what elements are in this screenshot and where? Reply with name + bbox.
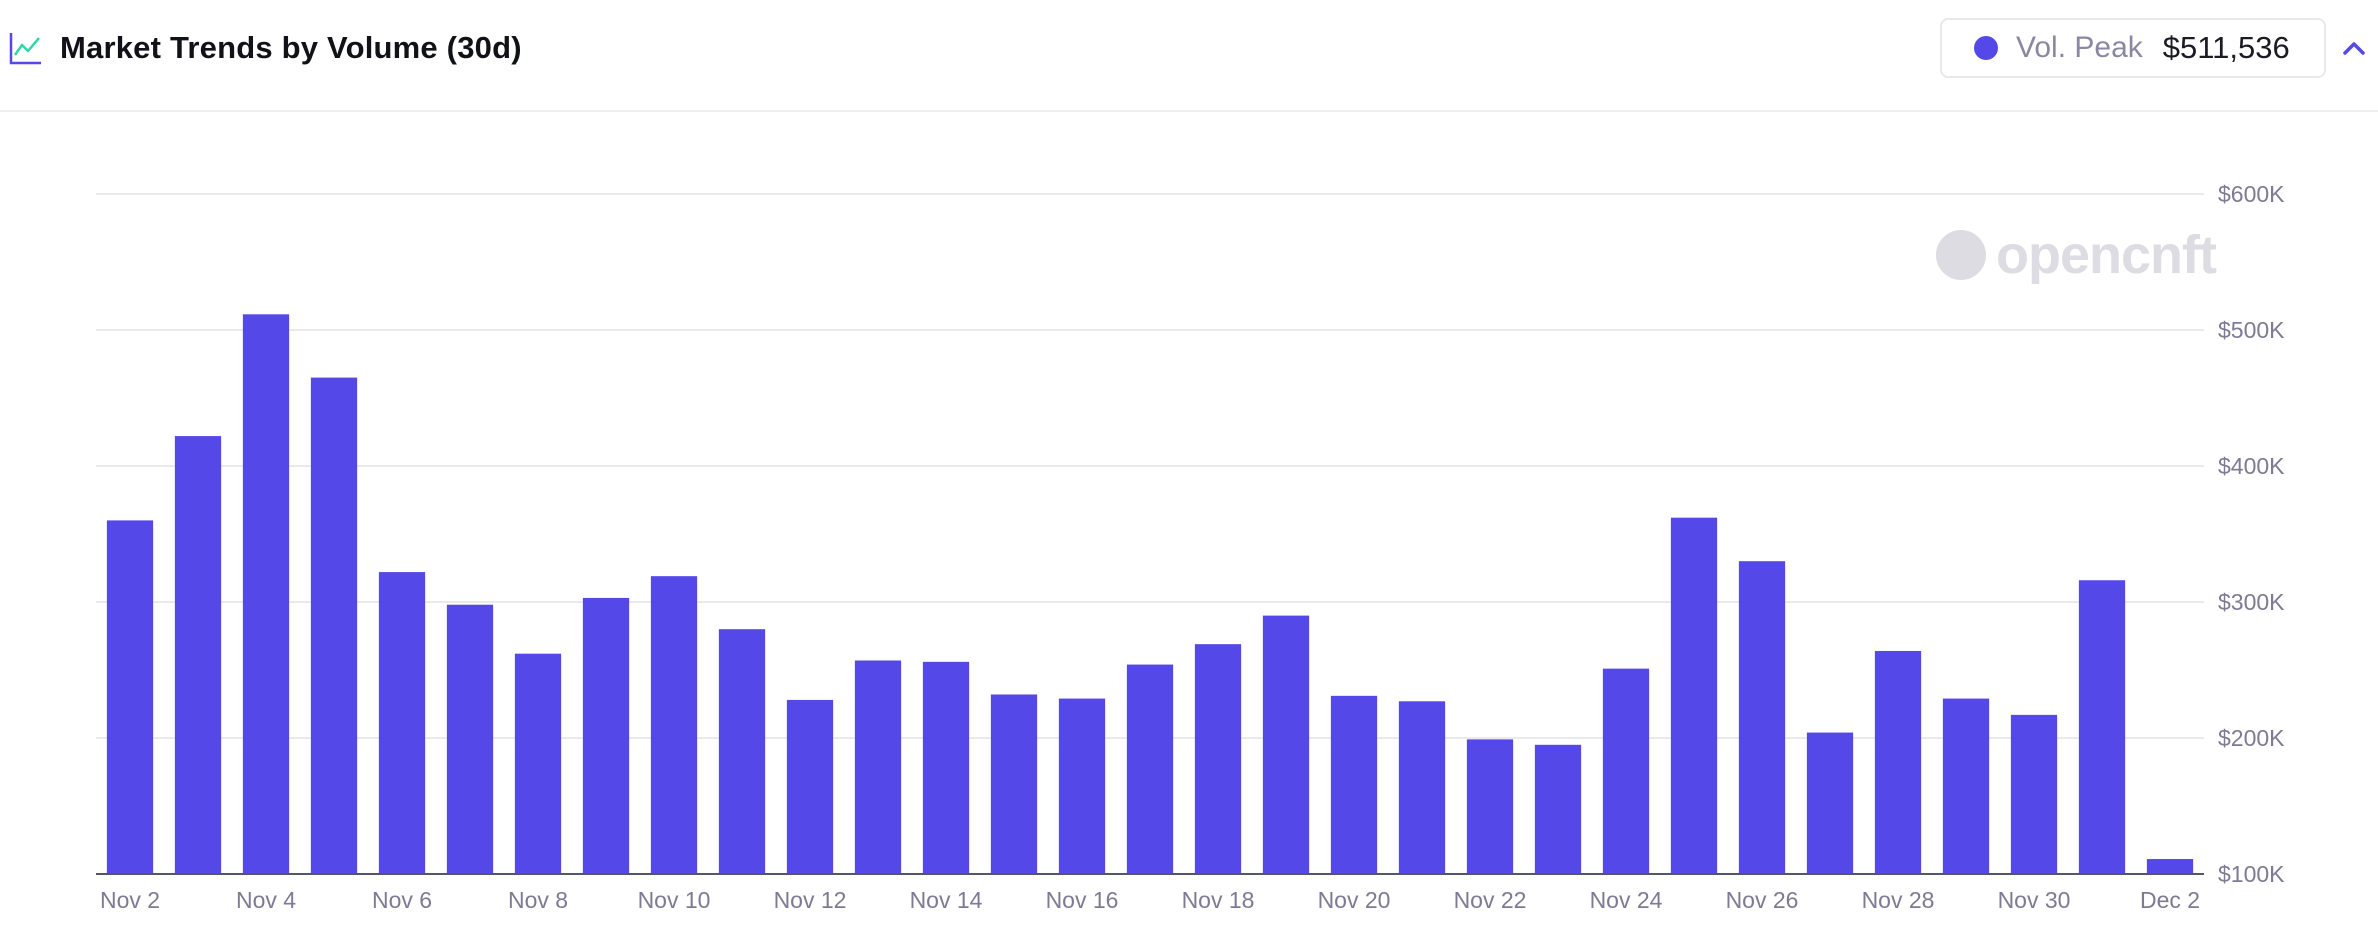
x-tick-label: Nov 22 (1454, 887, 1527, 913)
y-tick-label: $400K (2218, 453, 2285, 479)
x-tick-label: Nov 30 (1998, 887, 2071, 913)
bar[interactable] (446, 604, 494, 874)
x-tick-label: Nov 20 (1318, 887, 1391, 913)
bar[interactable] (1058, 698, 1106, 874)
x-tick-label: Nov 24 (1590, 887, 1663, 913)
x-tick-label: Nov 10 (638, 887, 711, 913)
legend-label: Vol. Peak (2016, 31, 2143, 64)
x-tick-label: Nov 8 (508, 887, 568, 913)
bar[interactable] (1806, 732, 1854, 874)
x-tick-label: Nov 26 (1726, 887, 1799, 913)
x-tick-label: Nov 4 (236, 887, 296, 913)
bar[interactable] (514, 653, 562, 874)
y-tick-label: $500K (2218, 317, 2285, 343)
watermark-logo: opencnft (1936, 224, 2217, 286)
title-group: Market Trends by Volume (30d) (8, 30, 522, 66)
bar[interactable] (1398, 701, 1446, 874)
y-tick-label: $300K (2218, 589, 2285, 615)
bar[interactable] (174, 436, 222, 874)
chart-header: Market Trends by Volume (30d) Vol. Peak … (0, 0, 2378, 112)
watermark-text: opencnft (1996, 225, 2217, 285)
bar[interactable] (582, 597, 630, 874)
bar-layer (106, 314, 2194, 874)
y-tick-label: $100K (2218, 861, 2285, 887)
bar[interactable] (2010, 714, 2058, 874)
bar-chart: $600K $500K $400K $300K $200K $100K Nov 2 Nov 4… (96, 181, 2285, 913)
watermark-circle-icon (1936, 230, 1986, 280)
bar[interactable] (310, 377, 358, 874)
x-tick-label: Dec 2 (2140, 887, 2200, 913)
line-chart-icon (9, 33, 41, 65)
bar[interactable] (1602, 668, 1650, 874)
bar[interactable] (2078, 580, 2126, 874)
x-tick-label: Nov 18 (1182, 887, 1255, 913)
bar[interactable] (1126, 664, 1174, 874)
bar[interactable] (1534, 744, 1582, 874)
chevron-up-icon (2343, 42, 2365, 55)
bar[interactable] (1942, 698, 1990, 874)
x-tick-label: Nov 12 (774, 887, 847, 913)
bar[interactable] (2146, 859, 2194, 874)
bar[interactable] (1466, 739, 1514, 874)
y-tick-label: $200K (2218, 725, 2285, 751)
bar[interactable] (650, 576, 698, 874)
x-tick-label: Nov 14 (910, 887, 983, 913)
bar[interactable] (854, 660, 902, 874)
bar[interactable] (1194, 644, 1242, 874)
x-tick-label: Nov 16 (1046, 887, 1119, 913)
legend-dot (1974, 36, 1998, 60)
x-tick-label: Nov 28 (1862, 887, 1935, 913)
label-layer: $600K $500K $400K $300K $200K $100K Nov 2 Nov 4… (100, 181, 2285, 913)
bar[interactable] (1262, 615, 1310, 874)
y-tick-label: $600K (2218, 181, 2285, 207)
bar[interactable] (1670, 517, 1718, 874)
bar[interactable] (786, 699, 834, 874)
bar[interactable] (718, 629, 766, 874)
legend-value: $511,536 (2162, 30, 2290, 65)
x-tick-label: Nov 2 (100, 887, 160, 913)
bar[interactable] (1330, 695, 1378, 874)
page-title: Market Trends by Volume (30d) (60, 30, 522, 65)
bar[interactable] (378, 572, 426, 874)
collapse-button[interactable] (2338, 32, 2370, 64)
x-tick-label: Nov 6 (372, 887, 432, 913)
bar[interactable] (1874, 650, 1922, 874)
bar[interactable] (1738, 561, 1786, 874)
bar[interactable] (242, 314, 290, 874)
bar[interactable] (922, 661, 970, 874)
bar[interactable] (106, 520, 154, 874)
legend-peak: Vol. Peak $511,536 (1940, 18, 2326, 78)
bar[interactable] (990, 694, 1038, 874)
